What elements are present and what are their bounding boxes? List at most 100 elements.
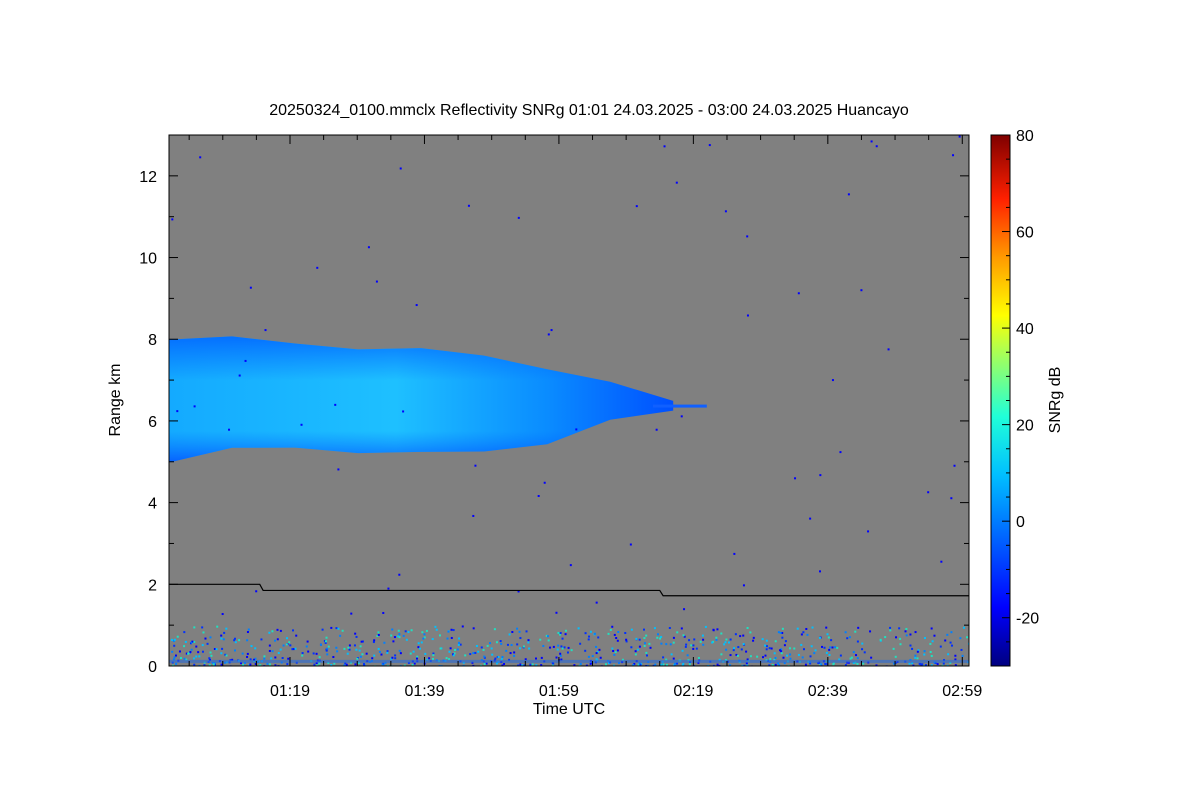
noise-pixel <box>590 662 593 665</box>
noise-pixel <box>335 646 338 649</box>
noise-pixel <box>193 626 196 629</box>
noise-pixel <box>555 656 558 659</box>
noise-pixel <box>326 653 329 656</box>
noise-pixel <box>954 658 957 661</box>
noise-pixel <box>780 652 783 655</box>
noise-pixel <box>222 638 225 641</box>
noise-pixel <box>497 656 500 659</box>
noise-pixel <box>410 629 413 632</box>
noise-pixel <box>264 329 267 332</box>
noise-pixel <box>912 664 915 666</box>
noise-pixel <box>836 646 839 649</box>
noise-pixel <box>949 641 952 644</box>
noise-pixel <box>942 662 945 665</box>
noise-pixel <box>383 641 386 644</box>
noise-pixel <box>860 289 863 292</box>
noise-pixel <box>392 640 395 643</box>
noise-pixel <box>752 639 755 642</box>
noise-pixel <box>183 631 186 634</box>
noise-pixel <box>773 652 776 655</box>
noise-pixel <box>665 663 668 666</box>
noise-pixel <box>861 648 864 651</box>
noise-pixel <box>501 655 504 658</box>
noise-pixel <box>635 637 638 640</box>
noise-pixel <box>789 657 792 660</box>
noise-pixel <box>474 464 477 467</box>
noise-pixel <box>399 167 402 170</box>
noise-pixel <box>899 637 902 640</box>
noise-pixel <box>665 643 668 646</box>
noise-pixel <box>330 663 333 666</box>
noise-pixel <box>725 638 728 641</box>
noise-pixel <box>386 650 389 653</box>
noise-pixel <box>362 663 365 666</box>
noise-pixel <box>259 664 262 666</box>
noise-pixel <box>761 638 764 641</box>
noise-pixel <box>778 649 781 652</box>
noise-pixel <box>246 652 249 655</box>
noise-pixel <box>452 654 455 657</box>
noise-pixel <box>941 664 944 666</box>
noise-pixel <box>285 643 288 646</box>
colorbar-label: SNRg dB <box>1047 367 1064 434</box>
noise-pixel <box>171 650 174 653</box>
noise-pixel <box>238 639 241 642</box>
x-tick-label: 02:19 <box>673 683 713 700</box>
noise-pixel <box>930 655 933 658</box>
noise-pixel <box>680 415 683 418</box>
noise-pixel <box>206 642 209 645</box>
x-tick-label: 01:39 <box>404 683 444 700</box>
noise-pixel <box>809 662 812 665</box>
noise-pixel <box>208 657 211 660</box>
noise-pixel <box>723 643 726 646</box>
noise-pixel <box>697 656 700 659</box>
noise-pixel <box>573 664 576 666</box>
noise-pixel <box>213 663 216 666</box>
noise-pixel <box>564 633 567 636</box>
noise-pixel <box>736 654 739 657</box>
noise-pixel <box>428 657 431 660</box>
noise-pixel <box>711 641 714 644</box>
noise-pixel <box>549 646 552 649</box>
noise-pixel <box>240 662 243 665</box>
noise-pixel <box>285 637 288 640</box>
noise-pixel <box>909 633 912 636</box>
noise-pixel <box>863 651 866 654</box>
noise-pixel <box>729 664 732 666</box>
noise-pixel <box>518 630 521 633</box>
noise-pixel <box>361 640 364 643</box>
noise-pixel <box>947 653 950 656</box>
noise-pixel <box>569 564 572 567</box>
noise-pixel <box>396 635 399 638</box>
noise-pixel <box>425 629 428 632</box>
noise-pixel <box>244 359 247 362</box>
noise-pixel <box>585 664 588 666</box>
noise-pixel <box>802 648 805 651</box>
cloud-wisp <box>653 404 707 408</box>
noise-pixel <box>745 650 748 653</box>
noise-pixel <box>494 657 497 660</box>
noise-pixel <box>796 627 799 630</box>
noise-pixel <box>578 664 581 666</box>
noise-pixel <box>170 638 173 641</box>
y-tick-label: 12 <box>139 169 157 186</box>
noise-pixel <box>591 655 594 658</box>
noise-pixel <box>921 663 924 666</box>
noise-pixel <box>448 658 451 661</box>
noise-pixel <box>870 140 873 143</box>
noise-pixel <box>826 663 829 666</box>
noise-pixel <box>659 663 662 666</box>
noise-pixel <box>794 477 797 480</box>
noise-pixel <box>318 656 321 659</box>
noise-pixel <box>786 654 789 657</box>
noise-pixel <box>732 649 735 652</box>
noise-pixel <box>407 631 410 634</box>
noise-pixel <box>416 657 419 660</box>
noise-pixel <box>268 649 271 652</box>
noise-pixel <box>604 663 607 666</box>
noise-pixel <box>682 662 685 665</box>
colorbar-tick-label: -20 <box>1016 611 1039 628</box>
noise-pixel <box>727 641 730 644</box>
noise-pixel <box>221 647 224 650</box>
noise-pixel <box>326 647 329 650</box>
